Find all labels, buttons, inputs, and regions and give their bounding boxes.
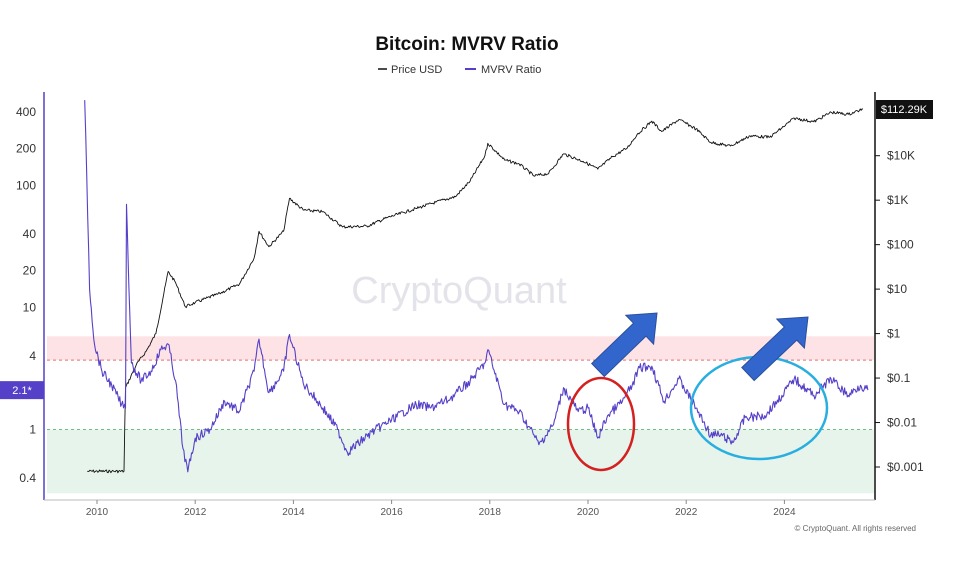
legend: Price USD MVRV Ratio — [378, 64, 541, 76]
annotation-layer — [566, 312, 829, 472]
left-ticks: 400 200 100 40 20 10 4 1 0.4 — [16, 105, 36, 485]
chart-title: Bitcoin: MVRV Ratio — [375, 34, 558, 55]
x-tick-label: 2022 — [675, 507, 698, 518]
copyright-notice: © CryptoQuant. All rights reserved — [795, 524, 917, 533]
series-line-price-usd — [87, 108, 864, 474]
left-current-value-badge: 2.1* — [0, 381, 44, 400]
x-tick-label: 2020 — [577, 507, 600, 518]
right-ticks: $10K $1K $100 $10 $1 $0.1 $0.01 $0.001 — [875, 149, 924, 474]
right-current-value-badge: $112.29K — [876, 100, 933, 119]
axes — [43, 92, 876, 501]
watermark-text: CryptoQuant — [351, 270, 567, 312]
x-tick-label: 2024 — [773, 507, 796, 518]
left-tick-label: 1 — [29, 422, 36, 436]
left-tick-label: 400 — [16, 105, 36, 119]
right-tick-label: $10 — [887, 282, 907, 296]
right-tick-label: $100 — [887, 238, 914, 252]
left-tick-label: 10 — [23, 300, 37, 314]
blue-arrow-annotation-2 — [741, 316, 809, 382]
left-tick-label: 0.4 — [19, 471, 36, 485]
left-tick-label: 20 — [23, 264, 37, 278]
right-tick-label: $0.1 — [887, 371, 911, 385]
left-tick-label: 40 — [23, 227, 37, 241]
zone-undervalued — [47, 429, 874, 494]
left-badge-background — [0, 381, 44, 400]
right-tick-label: $1K — [887, 193, 908, 207]
right-tick-label: $10K — [887, 149, 915, 163]
x-tick-label: 2010 — [86, 507, 109, 518]
left-tick-label: 4 — [29, 349, 36, 363]
legend-mvrv-label: MVRV Ratio — [481, 64, 541, 76]
right-tick-label: $1 — [887, 327, 901, 341]
blue-arrow-annotation-1 — [590, 312, 658, 378]
left-tick-label: 200 — [16, 142, 36, 156]
watermark: CryptoQuant — [351, 270, 567, 312]
x-tick-label: 2016 — [380, 507, 403, 518]
right-badge-label: $112.29K — [881, 104, 928, 116]
zone-overvalued — [47, 336, 874, 361]
x-tick-label: 2018 — [479, 507, 502, 518]
legend-price-label: Price USD — [391, 64, 442, 76]
x-tick-label: 2014 — [282, 507, 305, 518]
right-tick-label: $0.001 — [887, 460, 924, 474]
series-line-mvrv-ratio — [84, 100, 869, 473]
x-ticks: 2010 2012 2014 2016 2018 2020 2022 2024 — [86, 500, 796, 518]
right-badge-background — [876, 100, 933, 119]
left-tick-label: 100 — [16, 178, 36, 192]
right-tick-label: $0.01 — [887, 416, 917, 430]
series-layer — [84, 100, 869, 474]
red-ellipse-annotation — [566, 376, 636, 472]
x-tick-label: 2012 — [184, 507, 207, 518]
left-badge-label: 2.1* — [12, 385, 32, 397]
